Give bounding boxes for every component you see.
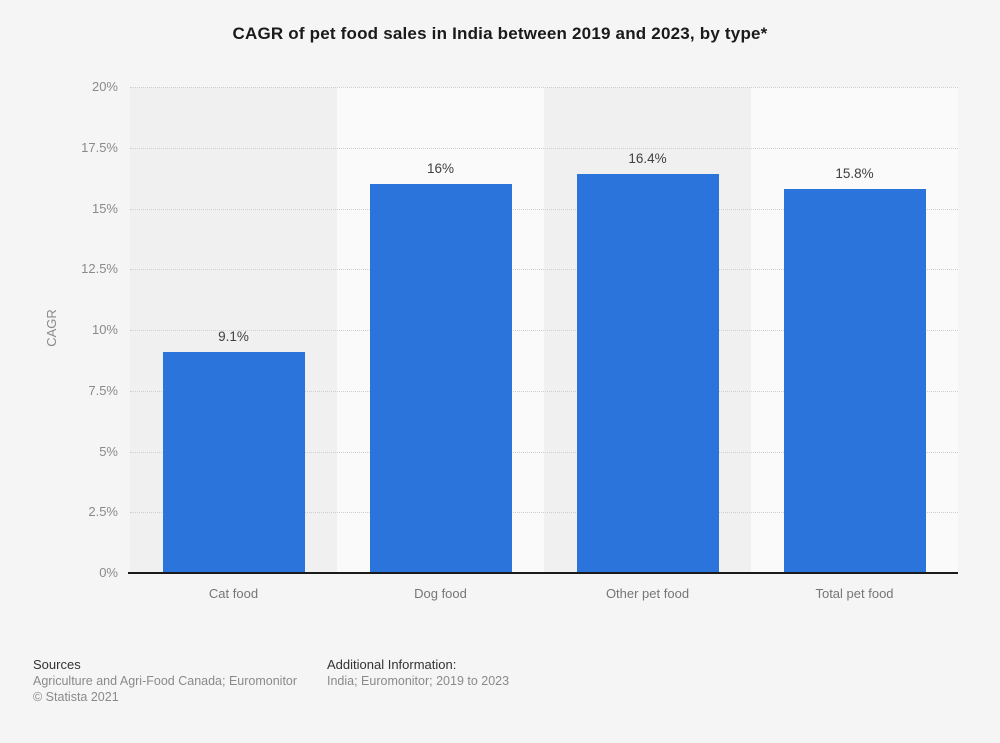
- additional-info-heading: Additional Information:: [327, 657, 457, 672]
- y-tick-label: 5%: [99, 443, 118, 459]
- y-tick-label: 10%: [91, 322, 118, 337]
- gridline: [130, 330, 958, 331]
- y-tick-label: 12.5%: [81, 261, 118, 277]
- gridline: [130, 269, 958, 271]
- copyright-line: © Statista 2021: [33, 690, 119, 704]
- gridline: [130, 512, 958, 514]
- bar-value-label: 16.4%: [628, 151, 667, 167]
- additional-info-block: Additional Information: India; Euromonit…: [327, 657, 509, 689]
- bar: [576, 174, 719, 573]
- bar: [783, 189, 926, 573]
- gridline: [130, 451, 958, 453]
- y-tick-label: 7.5%: [88, 382, 118, 398]
- x-category-label: Dog food: [414, 586, 467, 601]
- y-tick-label: 20%: [91, 79, 118, 94]
- y-tick-label: 15%: [91, 200, 118, 216]
- chart-title: CAGR of pet food sales in India between …: [232, 24, 768, 43]
- bar-value-label: 9.1%: [218, 328, 249, 344]
- x-category-label: Other pet food: [605, 586, 690, 601]
- gridline: [130, 208, 958, 210]
- sources-heading: Sources: [33, 657, 81, 672]
- gridline: [130, 390, 958, 392]
- y-axis-title: CAGR: [44, 309, 59, 347]
- bar-value-label: 16%: [426, 161, 455, 177]
- y-tick-label: 0%: [99, 565, 118, 580]
- gridline: [130, 87, 958, 88]
- x-axis-line: [128, 572, 958, 574]
- bar: [369, 184, 512, 573]
- y-tick-label: 2.5%: [88, 504, 118, 520]
- additional-info-line: India; Euromonitor; 2019 to 2023: [327, 674, 510, 688]
- y-tick-label: 17.5%: [81, 139, 118, 155]
- sources-line: Agriculture and Agri-Food Canada; Euromo…: [33, 674, 298, 688]
- x-category-label: Total pet food: [815, 586, 894, 601]
- bar: [162, 351, 305, 573]
- gridline: [130, 147, 958, 149]
- sources-block: Sources Agriculture and Agri-Food Canada…: [33, 657, 297, 705]
- bar-value-label: 15.8%: [835, 166, 874, 182]
- x-category-label: Cat food: [208, 586, 259, 601]
